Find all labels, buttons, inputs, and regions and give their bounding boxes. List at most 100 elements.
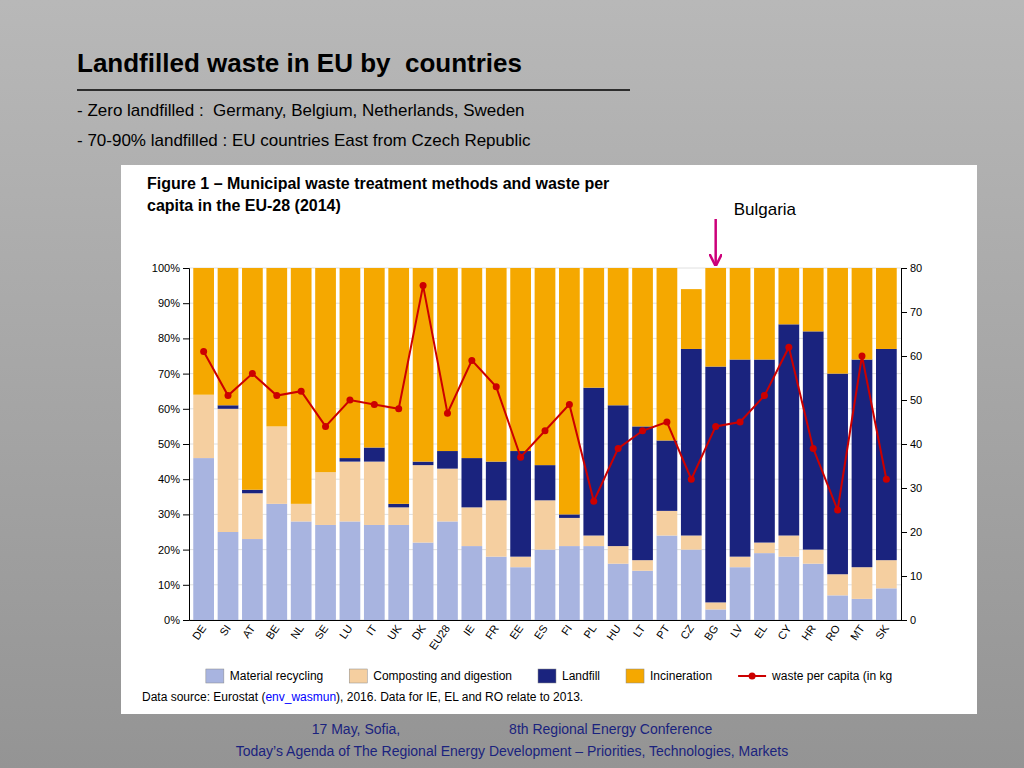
y2-tick-label: 20 — [910, 526, 922, 538]
y-tick-label: 60% — [158, 403, 180, 415]
slide-title: Landfilled waste in EU by countries — [77, 48, 522, 78]
y-tick-mark — [183, 409, 189, 410]
y-tick-mark — [183, 585, 189, 586]
bar — [535, 550, 556, 620]
x-tick-label: NL — [288, 622, 306, 640]
y-tick-mark — [183, 444, 189, 445]
data-source: Data source: Eurostat (env_wasmun), 2016… — [142, 690, 583, 704]
x-tick-label: LU — [337, 622, 355, 640]
bar — [242, 490, 263, 494]
x-tick: BE — [263, 622, 281, 641]
line-marker — [858, 353, 865, 360]
legend-label: Material recycling — [230, 669, 323, 683]
legend-label: waste per capita (in kg — [771, 669, 892, 683]
bar — [486, 268, 507, 462]
y2-tick-mark — [901, 532, 907, 533]
x-tick-label: ES — [532, 622, 550, 641]
x-tick-label: SE — [312, 622, 330, 641]
y-tick-label: 100% — [152, 262, 180, 274]
x-tick-label: SI — [217, 622, 233, 637]
bar — [730, 557, 751, 568]
line-marker — [200, 348, 207, 355]
bar — [388, 268, 409, 504]
x-tick-label: MT — [848, 622, 867, 642]
bar — [266, 268, 287, 426]
line-marker — [883, 476, 890, 483]
x-tick: DK — [409, 622, 428, 642]
bar — [364, 462, 385, 525]
bar — [876, 349, 897, 560]
y2-tick-mark — [901, 312, 907, 313]
y2-tick-mark — [901, 444, 907, 445]
y-tick: 90% — [158, 297, 189, 309]
bar — [510, 557, 531, 568]
x-tick-label: PL — [581, 622, 599, 640]
bar — [827, 374, 848, 575]
x-tick-label: BE — [263, 622, 281, 641]
bar — [730, 567, 751, 620]
y-tick-label: 70% — [158, 368, 180, 380]
line-marker — [639, 427, 646, 434]
line-marker — [834, 507, 841, 514]
bar — [291, 521, 312, 620]
bar — [608, 268, 629, 405]
x-tick-label: CY — [775, 622, 794, 642]
legend-swatch — [749, 673, 756, 680]
x-tick-label: EU28 — [427, 622, 453, 651]
bar — [315, 268, 336, 472]
line-marker — [761, 392, 768, 399]
bar — [291, 268, 312, 504]
bar — [193, 268, 214, 395]
bar — [193, 395, 214, 458]
bar — [218, 532, 239, 620]
line — [204, 286, 887, 510]
bar — [510, 451, 531, 557]
y2-tick-mark — [901, 268, 907, 269]
bar — [730, 268, 751, 360]
y2-tick: 40 — [901, 438, 922, 450]
bar — [340, 462, 361, 522]
y-tick: 60% — [158, 403, 189, 415]
legend-swatch — [206, 669, 224, 683]
x-tick: NL — [288, 622, 306, 640]
line-marker — [273, 392, 280, 399]
bar — [778, 557, 799, 620]
bar — [266, 504, 287, 620]
line-marker — [566, 401, 573, 408]
y2-tick-label: 0 — [910, 614, 916, 626]
x-tick-label: FR — [483, 622, 501, 641]
line-marker — [249, 370, 256, 377]
slide-subtitle: - Zero landfilled : Germany, Belgium, Ne… — [77, 101, 525, 120]
x-tick: EE — [507, 622, 525, 641]
background — [0, 0, 1024, 768]
y2-axis-line — [902, 269, 908, 621]
line-marker — [785, 344, 792, 351]
legend-item: waste per capita (in kg — [738, 669, 892, 683]
footer: 17 May, Sofia, 8th Regional Energy Confe… — [312, 721, 713, 737]
legend-label: Incineration — [650, 669, 712, 683]
bar — [218, 409, 239, 532]
bar — [340, 268, 361, 458]
y-tick: 70% — [158, 368, 189, 380]
y-axis: 0%10%20%30%40%50%60%70%80%90%100% — [152, 262, 190, 626]
y-tick: 40% — [158, 473, 189, 485]
x-tick-label: HR — [799, 622, 818, 642]
bar — [705, 268, 726, 367]
bar — [437, 268, 458, 451]
line-marker — [322, 423, 329, 430]
x-tick: LV — [728, 622, 745, 640]
x-tick: DE — [190, 622, 209, 641]
line-marker — [395, 405, 402, 412]
line-marker — [663, 419, 670, 426]
bar — [730, 360, 751, 557]
bar — [364, 448, 385, 462]
y2-tick-label: 80 — [910, 262, 922, 274]
x-tick: CZ — [678, 622, 696, 641]
y-tick-mark — [183, 620, 189, 621]
bar — [583, 388, 604, 536]
bar — [852, 268, 873, 360]
line-marker — [517, 454, 524, 461]
bar — [632, 560, 653, 571]
line-marker — [371, 401, 378, 408]
bar — [242, 539, 263, 620]
